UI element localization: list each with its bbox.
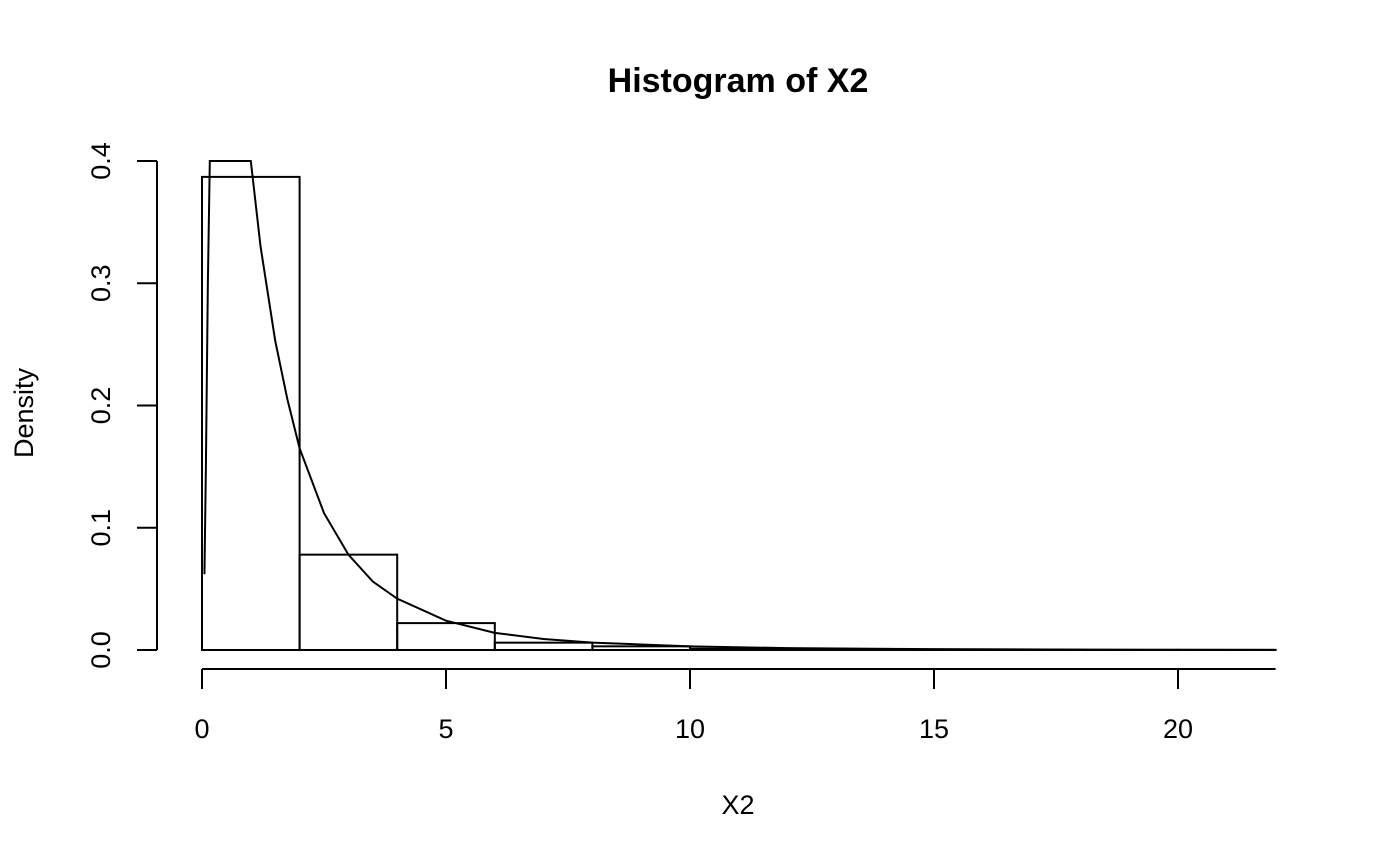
x-tick-label: 0 — [194, 714, 209, 744]
histogram-bar — [591, 645, 692, 652]
histogram-bars — [201, 175, 1277, 652]
x-tick-label: 15 — [919, 714, 949, 744]
x-axis-label: X2 — [721, 790, 754, 820]
y-tick-label: 0.4 — [86, 142, 116, 180]
y-tick-label: 0.2 — [86, 387, 116, 425]
histogram-bar — [201, 175, 301, 652]
x-axis: 0 5 10 15 20 — [194, 668, 1276, 744]
histogram-bar — [689, 647, 789, 652]
x-tick-label: 20 — [1163, 714, 1193, 744]
histogram-bar — [396, 622, 496, 651]
y-axis: 0.0 0.1 0.2 0.3 0.4 — [86, 142, 158, 669]
density-curve — [203, 160, 1276, 651]
y-tick-label: 0.0 — [86, 631, 116, 669]
x-tick-label: 5 — [438, 714, 453, 744]
histogram-bar — [493, 641, 594, 651]
x-tick-label: 10 — [675, 714, 705, 744]
y-tick-label: 0.1 — [86, 509, 116, 547]
chart-title: Histogram of X2 — [608, 62, 869, 100]
density-curve-group — [203, 160, 1276, 651]
y-axis-label: Density — [9, 367, 39, 458]
y-tick-label: 0.3 — [86, 264, 116, 302]
histogram-bar — [298, 553, 399, 652]
